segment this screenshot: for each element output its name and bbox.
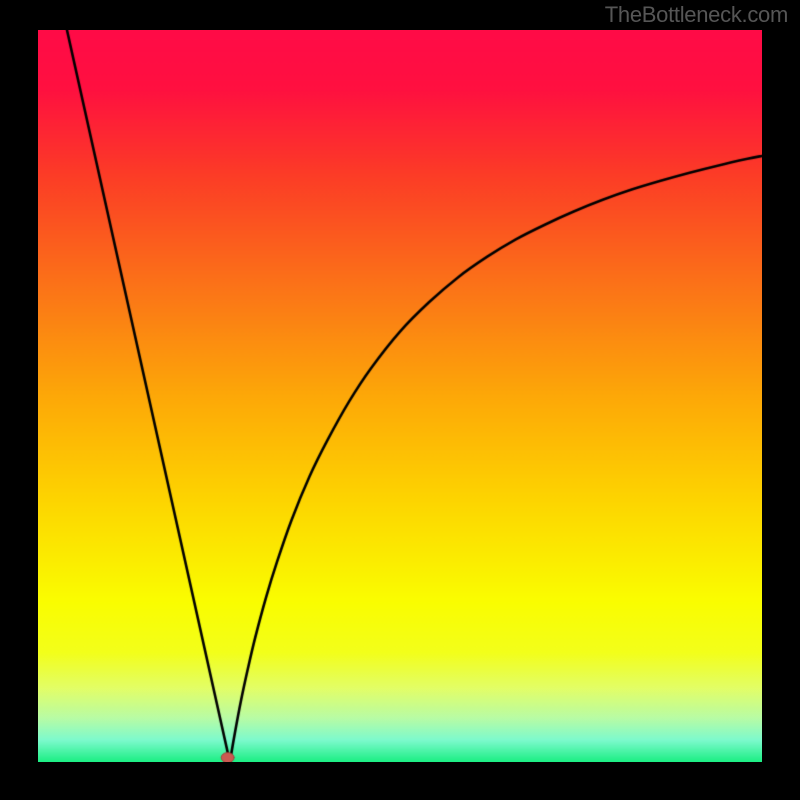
bottleneck-curve	[38, 30, 762, 762]
plot-area	[38, 30, 762, 762]
chart-root: TheBottleneck.com	[0, 0, 800, 800]
watermark-text: TheBottleneck.com	[605, 2, 788, 28]
